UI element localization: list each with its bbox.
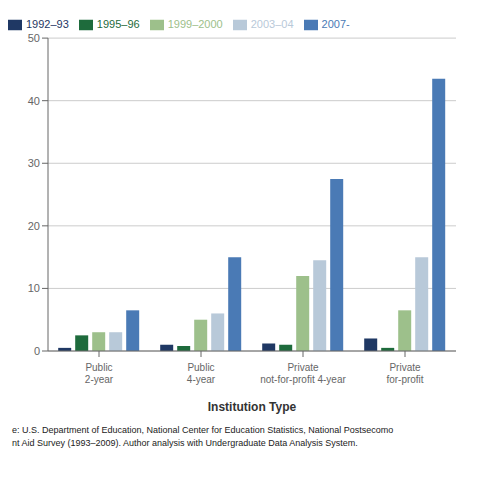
html-text:e: U.S. Department of Educatio: e: U.S. Department of Education, Nationa…: [12, 425, 394, 448]
svg-text:30: 30: [28, 157, 40, 169]
html-text:1995–96: 1995–96: [96, 18, 140, 30]
svg-text:Public4-year: Public4-year: [187, 362, 216, 385]
svg-text:Public2-year: Public2-year: [85, 362, 114, 385]
html-text:2003–04: 2003–04: [250, 18, 294, 30]
html-text:1992–93: 1992–93: [26, 18, 69, 30]
html-text:1999–2000: 1999–2000: [167, 18, 223, 30]
svg-text:40: 40: [28, 95, 40, 107]
svg-text:Institution Type: Institution Type: [208, 400, 297, 414]
svg-text:10: 10: [28, 282, 40, 294]
svg-text:50: 50: [28, 32, 40, 44]
html-text:2007-: 2007-: [321, 18, 350, 30]
svg-text:Privatefor-profit: Privatefor-profit: [386, 362, 423, 385]
svg-text:Privatenot-for-profit 4-year: Privatenot-for-profit 4-year: [260, 362, 346, 385]
svg-text:0: 0: [34, 345, 40, 357]
svg-text:20: 20: [28, 220, 40, 232]
